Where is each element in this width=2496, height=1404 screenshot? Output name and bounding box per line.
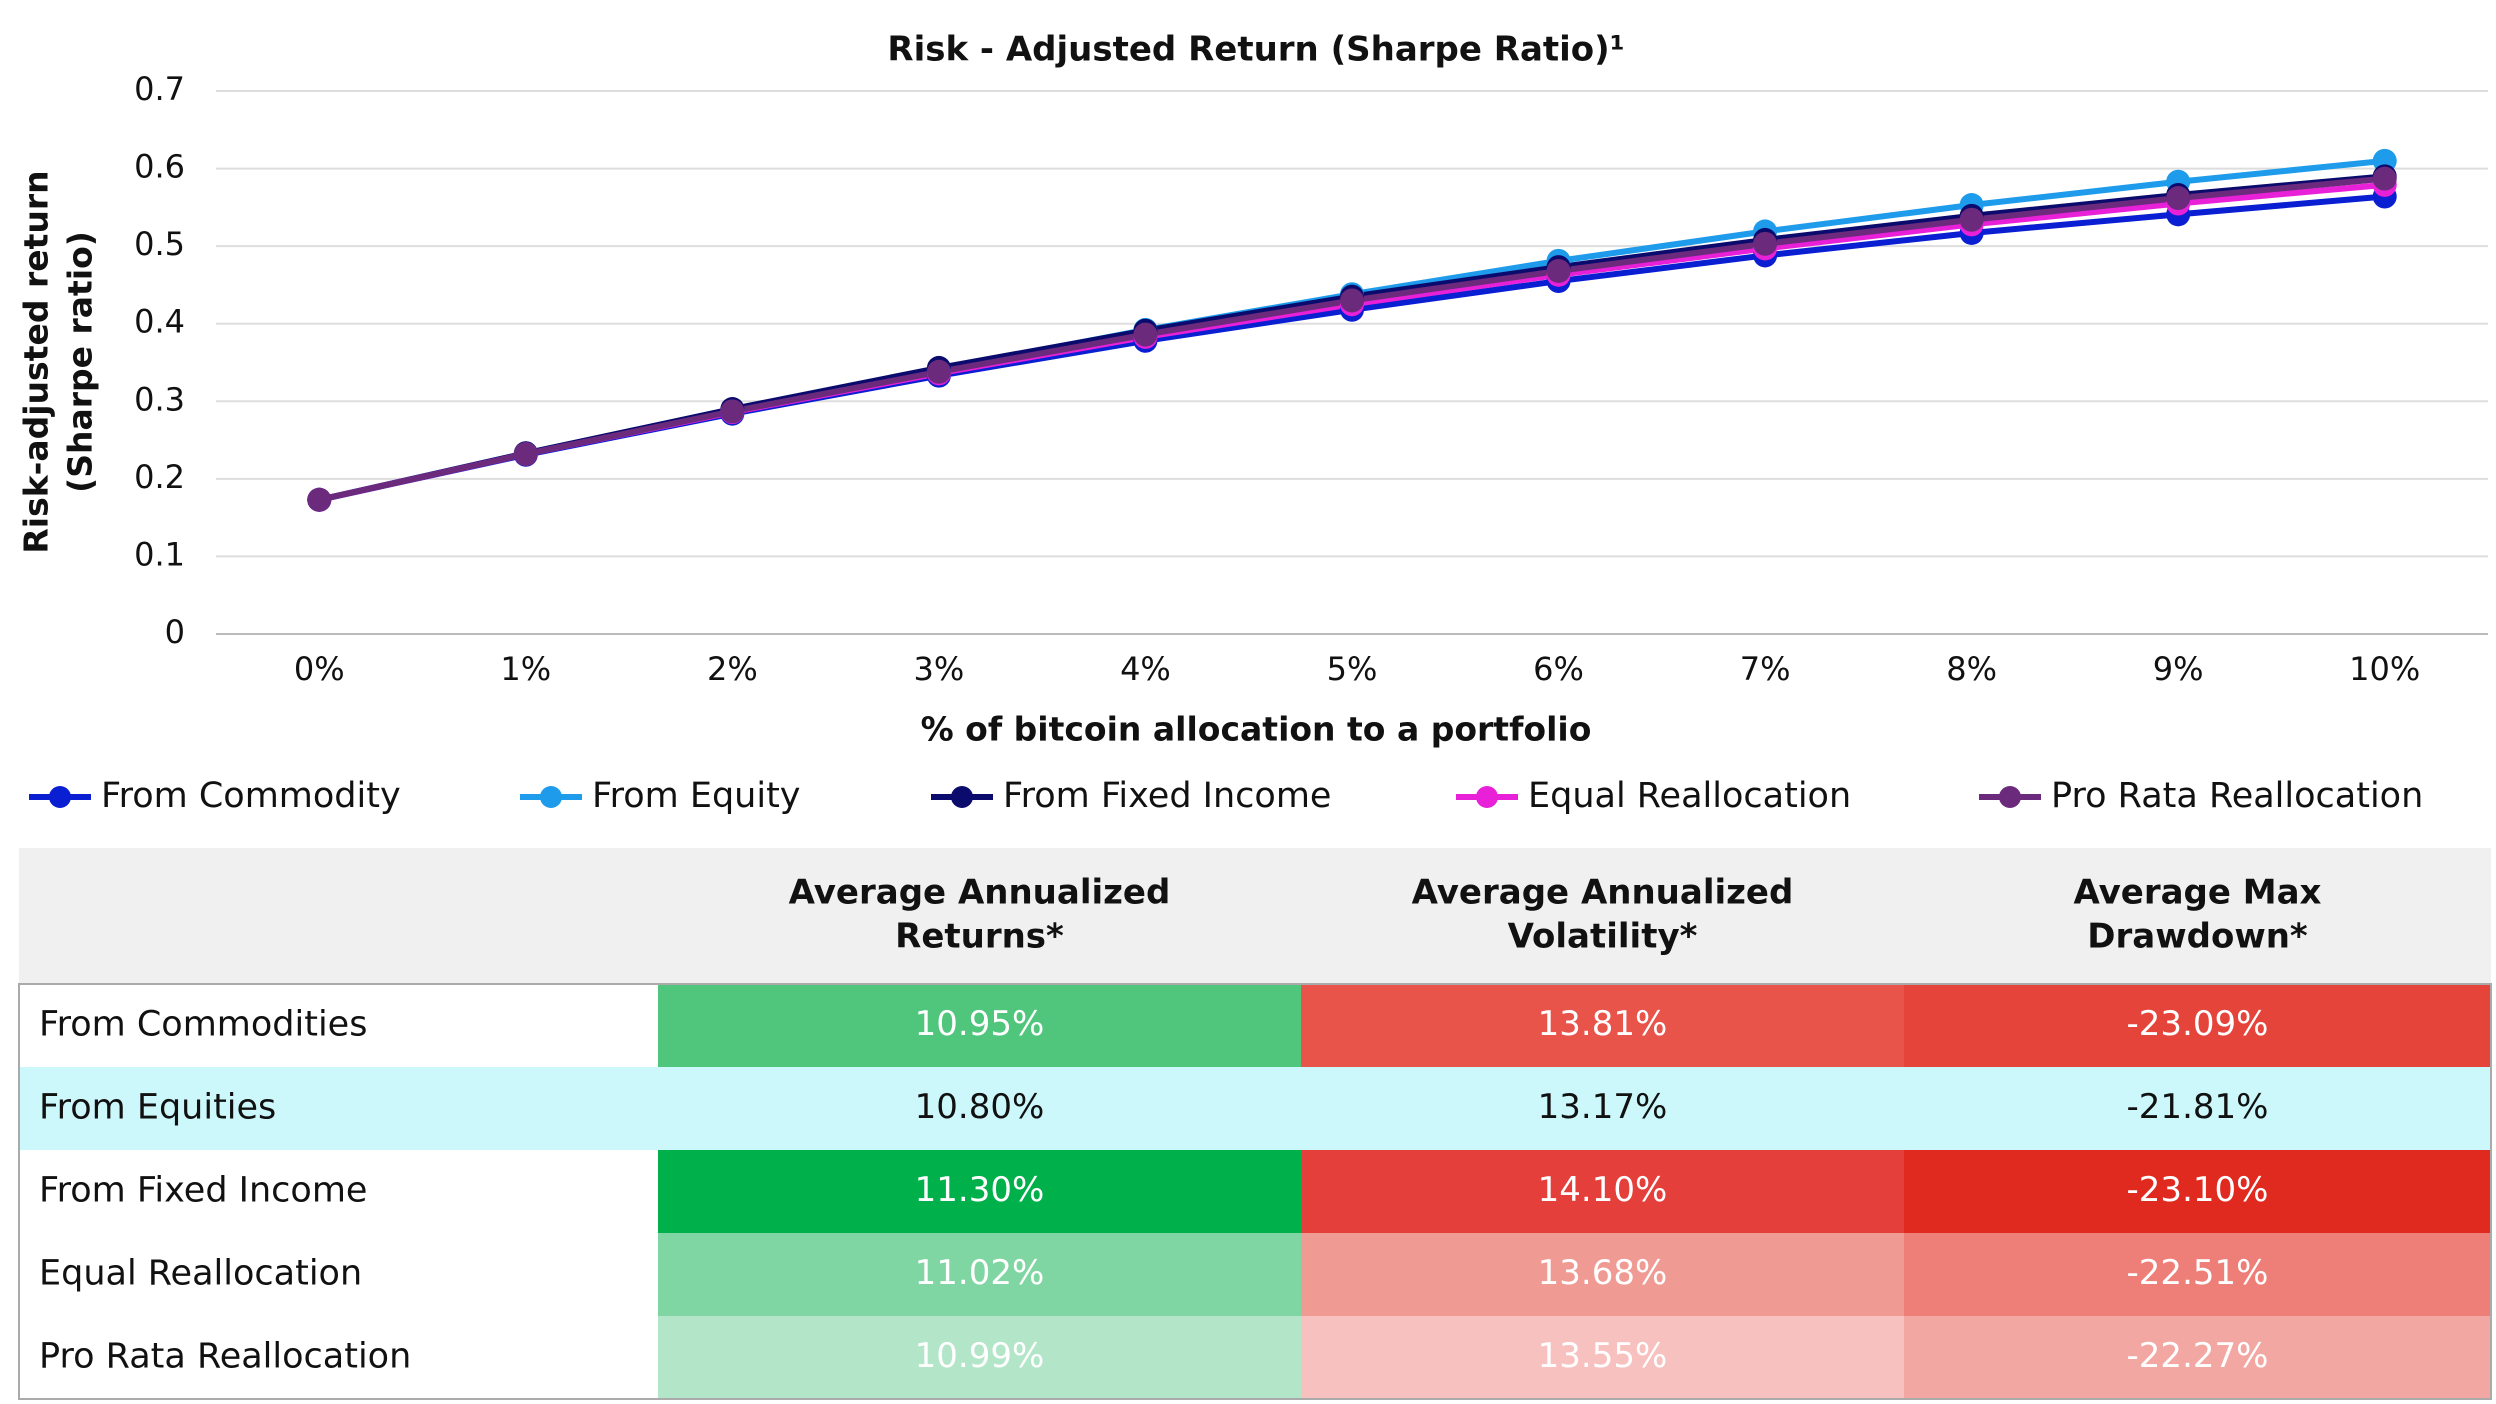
x-tick-label: 9% xyxy=(2153,650,2204,688)
y-axis-title: Risk-adjusted return (Sharpe ratio) xyxy=(17,170,100,553)
x-tick-label: 2% xyxy=(707,650,758,688)
table-cell xyxy=(1904,1067,2491,1150)
column-header: Drawdown* xyxy=(2087,917,2308,957)
y-tick-label: 0.7 xyxy=(134,70,185,108)
table-border xyxy=(18,983,2492,1400)
table-cell xyxy=(1904,1316,2491,1399)
table-cell xyxy=(1301,1316,1904,1399)
data-point xyxy=(1959,207,1984,232)
y-tick-label: 0.2 xyxy=(134,458,185,496)
row-label-cell xyxy=(19,1233,658,1316)
table-cell xyxy=(658,1316,1301,1399)
row-label: From Fixed Income xyxy=(39,1171,367,1211)
y-axis-title-line: Risk-adjusted return xyxy=(17,170,56,553)
cell-value: -22.27% xyxy=(2127,1336,2269,1376)
row-label: Equal Reallocation xyxy=(39,1254,362,1294)
y-tick-label: 0 xyxy=(165,613,185,651)
legend-marker xyxy=(1999,786,2021,808)
cell-value: 13.81% xyxy=(1538,1004,1668,1044)
row-label: From Equities xyxy=(39,1088,276,1128)
cell-value: -23.10% xyxy=(2127,1170,2269,1210)
data-point xyxy=(513,442,538,467)
data-point xyxy=(2166,186,2191,211)
row-label-cell xyxy=(19,984,658,1067)
legend-marker xyxy=(49,786,71,808)
table-cell xyxy=(658,1150,1301,1233)
table-cell xyxy=(1301,1233,1904,1316)
legend-label: From Fixed Income xyxy=(1003,776,1331,816)
data-point xyxy=(1546,258,1571,283)
data-point xyxy=(307,487,332,512)
legend-label: Pro Rata Reallocation xyxy=(2051,776,2423,816)
series-line xyxy=(318,175,2386,503)
y-tick-label: 0.5 xyxy=(134,225,185,263)
table-cell xyxy=(1904,1233,2491,1316)
data-point xyxy=(720,399,745,424)
row-label-cell xyxy=(19,1316,658,1399)
cell-value: 13.17% xyxy=(1538,1087,1668,1127)
cell-value: 11.02% xyxy=(915,1253,1045,1293)
series-line xyxy=(318,193,2385,503)
column-header: Volatility* xyxy=(1508,917,1698,957)
cell-value: 10.95% xyxy=(915,1004,1045,1044)
row-label-cell xyxy=(19,1067,658,1150)
x-axis-title: % of bitcoin allocation to a portfolio xyxy=(921,710,1592,749)
series-line xyxy=(318,181,2385,503)
y-tick-label: 0.6 xyxy=(134,148,185,186)
y-tick-label: 0.1 xyxy=(134,535,185,573)
cell-value: 11.30% xyxy=(915,1170,1045,1210)
data-point xyxy=(1133,322,1158,347)
cell-value: 14.10% xyxy=(1538,1170,1668,1210)
legend-marker xyxy=(540,786,562,808)
legend-label: Equal Reallocation xyxy=(1528,776,1851,816)
table-cell xyxy=(1904,984,2491,1067)
legend-marker xyxy=(1476,786,1498,808)
data-point xyxy=(2372,166,2397,191)
y-tick-label: 0.4 xyxy=(134,303,185,341)
column-header: Average Annualized xyxy=(1412,873,1794,913)
chart-title: Risk - Adjusted Return (Sharpe Ratio)¹ xyxy=(887,30,1624,70)
table-cell xyxy=(1301,984,1904,1067)
cell-value: -22.51% xyxy=(2127,1253,2269,1293)
cell-value: -21.81% xyxy=(2127,1087,2269,1127)
row-label: From Commodities xyxy=(39,1005,367,1045)
x-tick-label: 8% xyxy=(1946,650,1997,688)
x-tick-label: 10% xyxy=(2349,650,2420,688)
legend-label: From Equity xyxy=(592,776,801,816)
table-header-bg xyxy=(19,848,2491,984)
table-cell xyxy=(1301,1067,1904,1150)
x-tick-label: 4% xyxy=(1120,650,1171,688)
legend-marker xyxy=(951,786,973,808)
table-cell xyxy=(1301,1150,1904,1233)
column-header: Average Annualized xyxy=(789,873,1171,913)
x-tick-label: 6% xyxy=(1533,650,1584,688)
legend-label: From Commodity xyxy=(101,776,401,816)
column-header: Returns* xyxy=(895,917,1064,957)
x-tick-label: 7% xyxy=(1740,650,1791,688)
data-point xyxy=(1340,288,1364,313)
y-axis-title-line: (Sharpe ratio) xyxy=(61,231,100,493)
table-cell xyxy=(658,1233,1301,1316)
data-point xyxy=(926,359,951,384)
table-cell xyxy=(1904,1150,2491,1233)
cell-value: 13.55% xyxy=(1538,1336,1668,1376)
table-cell xyxy=(658,984,1301,1067)
cell-value: -23.09% xyxy=(2127,1004,2269,1044)
table-cell xyxy=(658,1067,1301,1150)
x-tick-label: 5% xyxy=(1327,650,1378,688)
column-header: Average Max xyxy=(2074,873,2322,913)
row-label-cell xyxy=(19,1150,658,1233)
cell-value: 13.68% xyxy=(1538,1253,1668,1293)
cell-value: 10.80% xyxy=(915,1087,1045,1127)
data-point xyxy=(1753,231,1778,256)
cell-value: 10.99% xyxy=(915,1336,1045,1376)
x-tick-label: 1% xyxy=(500,650,551,688)
x-tick-label: 0% xyxy=(294,650,345,688)
row-label: Pro Rata Reallocation xyxy=(39,1337,411,1377)
x-tick-label: 3% xyxy=(914,650,965,688)
y-tick-label: 0.3 xyxy=(134,380,185,418)
